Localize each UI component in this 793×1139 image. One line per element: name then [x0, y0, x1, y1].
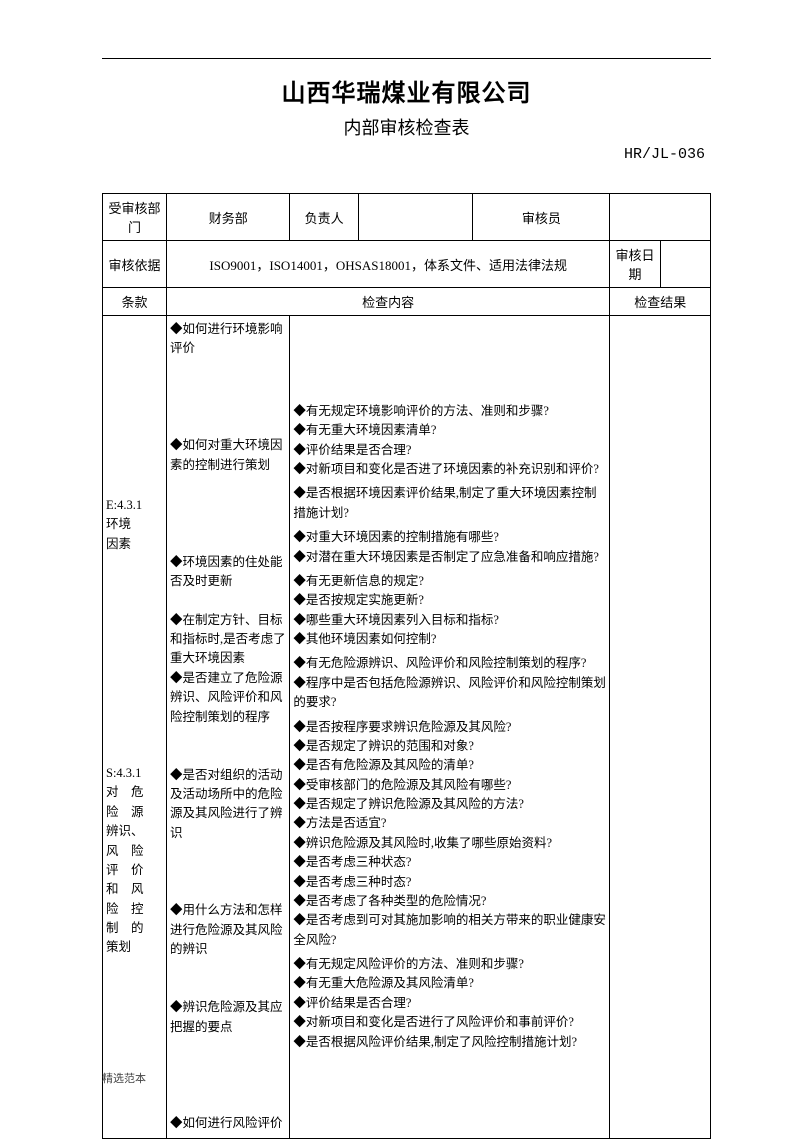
clause-cell: E:4.3.1 环境 因素 S:4.3.1 对 危 险 源 辨识、 风 险 评 价… — [103, 316, 167, 1139]
mid-line: ◆用什么方法和怎样进行危险源及其风险的辨识 — [170, 901, 286, 959]
right-line: ◆辨识危险源及其风险时,收集了哪些原始资料? — [293, 834, 606, 853]
col-content: 检查内容 — [166, 288, 609, 316]
right-group: ◆有无规定环境影响评价的方法、准则和步骤?◆有无重大环境因素清单?◆评价结果是否… — [293, 402, 606, 655]
right-line: ◆是否规定了辨识危险源及其风险的方法? — [293, 795, 606, 814]
mid-line — [170, 494, 286, 513]
right-line: ◆评价结果是否合理? — [293, 441, 606, 460]
mid-line — [170, 359, 286, 378]
col-result: 检查结果 — [610, 288, 711, 316]
mid-line — [170, 959, 286, 978]
mid-line — [170, 863, 286, 882]
mid-line: ◆辨识危险源及其应把握的要点 — [170, 998, 286, 1037]
footer-label: 精选范本 — [102, 1070, 146, 1086]
right-line: ◆是否考虑了各种类型的危险情况? — [293, 892, 606, 911]
mid-line — [170, 417, 286, 436]
right-line: ◆评价结果是否合理? — [293, 994, 606, 1013]
clause-block: S:4.3.1 对 危 险 源 辨识、 风 险 评 价 和 风 险 控 制 的 … — [106, 764, 163, 958]
right-line: ◆是否根据环境因素评价结果,制定了重大环境因素控制措施计划? — [293, 484, 606, 523]
audit-table: 受审核部门 财务部 负责人 审核员 审核依据 ISO9001，ISO14001，… — [102, 193, 711, 1139]
mid-line — [170, 1076, 286, 1095]
right-line: ◆是否考虑三种时态? — [293, 873, 606, 892]
mid-line — [170, 843, 286, 862]
mid-line — [170, 591, 286, 610]
right-line: ◆有无规定风险评价的方法、准则和步骤? — [293, 955, 606, 974]
mid-line — [170, 1037, 286, 1056]
right-line: ◆是否按程序要求辨识危险源及其风险? — [293, 718, 606, 737]
right-line: ◆对重大环境因素的控制措施有哪些? — [293, 528, 606, 547]
mid-line: ◆如何进行环境影响评价 — [170, 320, 286, 359]
mid-line: ◆环境因素的住处能否及时更新 — [170, 553, 286, 592]
result-cell — [610, 316, 711, 1139]
document-subtitle: 内部审核检查表 — [102, 114, 711, 140]
right-line: ◆是否按规定实施更新? — [293, 591, 606, 610]
mid-line — [170, 746, 286, 765]
right-group: ◆有无危险源辨识、风险评价和风险控制策划的程序?◆程序中是否包括危险源辨识、风险… — [293, 654, 606, 1052]
dept-value: 财务部 — [166, 194, 289, 241]
date-value — [660, 241, 710, 288]
company-title: 山西华瑞煤业有限公司 — [102, 73, 711, 108]
basis-value: ISO9001，ISO14001，OHSAS18001，体系文件、适用法律法规 — [166, 241, 609, 288]
right-content-cell: ◆有无规定环境影响评价的方法、准则和步骤?◆有无重大环境因素清单?◆评价结果是否… — [290, 316, 610, 1139]
right-line: ◆有无更新信息的规定? — [293, 572, 606, 591]
right-line: ◆对新项目和变化是否进了环境因素的补充识别和评价? — [293, 460, 606, 479]
right-line: ◆是否考虑到可对其施加影响的相关方带来的职业健康安全风险? — [293, 911, 606, 950]
mid-line: ◆如何对重大环境因素的控制进行策划 — [170, 436, 286, 475]
clause-block: E:4.3.1 环境 因素 — [106, 496, 163, 554]
auditor-label: 审核员 — [473, 194, 610, 241]
right-line: ◆是否考虑三种状态? — [293, 853, 606, 872]
right-line: ◆对潜在重大环境因素是否制定了应急准备和响应措施? — [293, 548, 606, 567]
right-line: ◆是否规定了辨识的范围和对象? — [293, 737, 606, 756]
right-line: ◆哪些重大环境因素列入目标和指标? — [293, 611, 606, 630]
mid-line — [170, 475, 286, 494]
mid-line — [170, 727, 286, 746]
mid-line — [170, 398, 286, 417]
owner-value — [358, 194, 472, 241]
mid-line — [170, 514, 286, 533]
right-line: ◆有无危险源辨识、风险评价和风险控制策划的程序? — [293, 654, 606, 673]
top-divider — [102, 58, 711, 59]
right-line: ◆方法是否适宜? — [293, 814, 606, 833]
mid-line: ◆是否对组织的活动及活动场所中的危险源及其风险进行了辨识 — [170, 766, 286, 844]
mid-line — [170, 1056, 286, 1075]
dept-label: 受审核部门 — [103, 194, 167, 241]
mid-line — [170, 1095, 286, 1114]
right-line: ◆有无规定环境影响评价的方法、准则和步骤? — [293, 402, 606, 421]
info-row-2: 审核依据 ISO9001，ISO14001，OHSAS18001，体系文件、适用… — [103, 241, 711, 288]
right-line: ◆程序中是否包括危险源辨识、风险评价和风险控制策划的要求? — [293, 674, 606, 713]
owner-label: 负责人 — [290, 194, 359, 241]
date-label: 审核日期 — [610, 241, 660, 288]
mid-line: ◆是否建立了危险源辨识、风险评价和风险控制策划的程序 — [170, 669, 286, 727]
right-line: ◆是否根据风险评价结果,制定了风险控制措施计划? — [293, 1033, 606, 1052]
right-line: ◆有无重大危险源及其风险清单? — [293, 974, 606, 993]
mid-line — [170, 882, 286, 901]
right-line: ◆有无重大环境因素清单? — [293, 421, 606, 440]
col-clause: 条款 — [103, 288, 167, 316]
right-line: ◆受审核部门的危险源及其风险有哪些? — [293, 776, 606, 795]
document-code: HR/JL-036 — [102, 146, 711, 163]
basis-label: 审核依据 — [103, 241, 167, 288]
mid-content-cell: ◆如何进行环境影响评价 ◆如何对重大环境因素的控制进行策划 ◆环境因素的住处能否… — [166, 316, 289, 1139]
info-row-1: 受审核部门 财务部 负责人 审核员 — [103, 194, 711, 241]
mid-line: ◆在制定方针、目标和指标时,是否考虑了重大环境因素 — [170, 611, 286, 669]
right-line: ◆是否有危险源及其风险的清单? — [293, 756, 606, 775]
mid-line: ◆如何进行风险评价 — [170, 1114, 286, 1133]
auditor-value — [610, 194, 711, 241]
right-line: ◆对新项目和变化是否进行了风险评价和事前评价? — [293, 1013, 606, 1032]
mid-line — [170, 533, 286, 552]
right-line: ◆其他环境因素如何控制? — [293, 630, 606, 649]
body-row: E:4.3.1 环境 因素 S:4.3.1 对 危 险 源 辨识、 风 险 评 价… — [103, 316, 711, 1139]
column-header-row: 条款 检查内容 检查结果 — [103, 288, 711, 316]
mid-line — [170, 979, 286, 998]
mid-group: ◆是否建立了危险源辨识、风险评价和风险控制策划的程序 ◆是否对组织的活动及活动场… — [170, 669, 286, 1134]
mid-group: ◆如何进行环境影响评价 ◆如何对重大环境因素的控制进行策划 ◆环境因素的住处能否… — [170, 320, 286, 669]
mid-line — [170, 378, 286, 397]
